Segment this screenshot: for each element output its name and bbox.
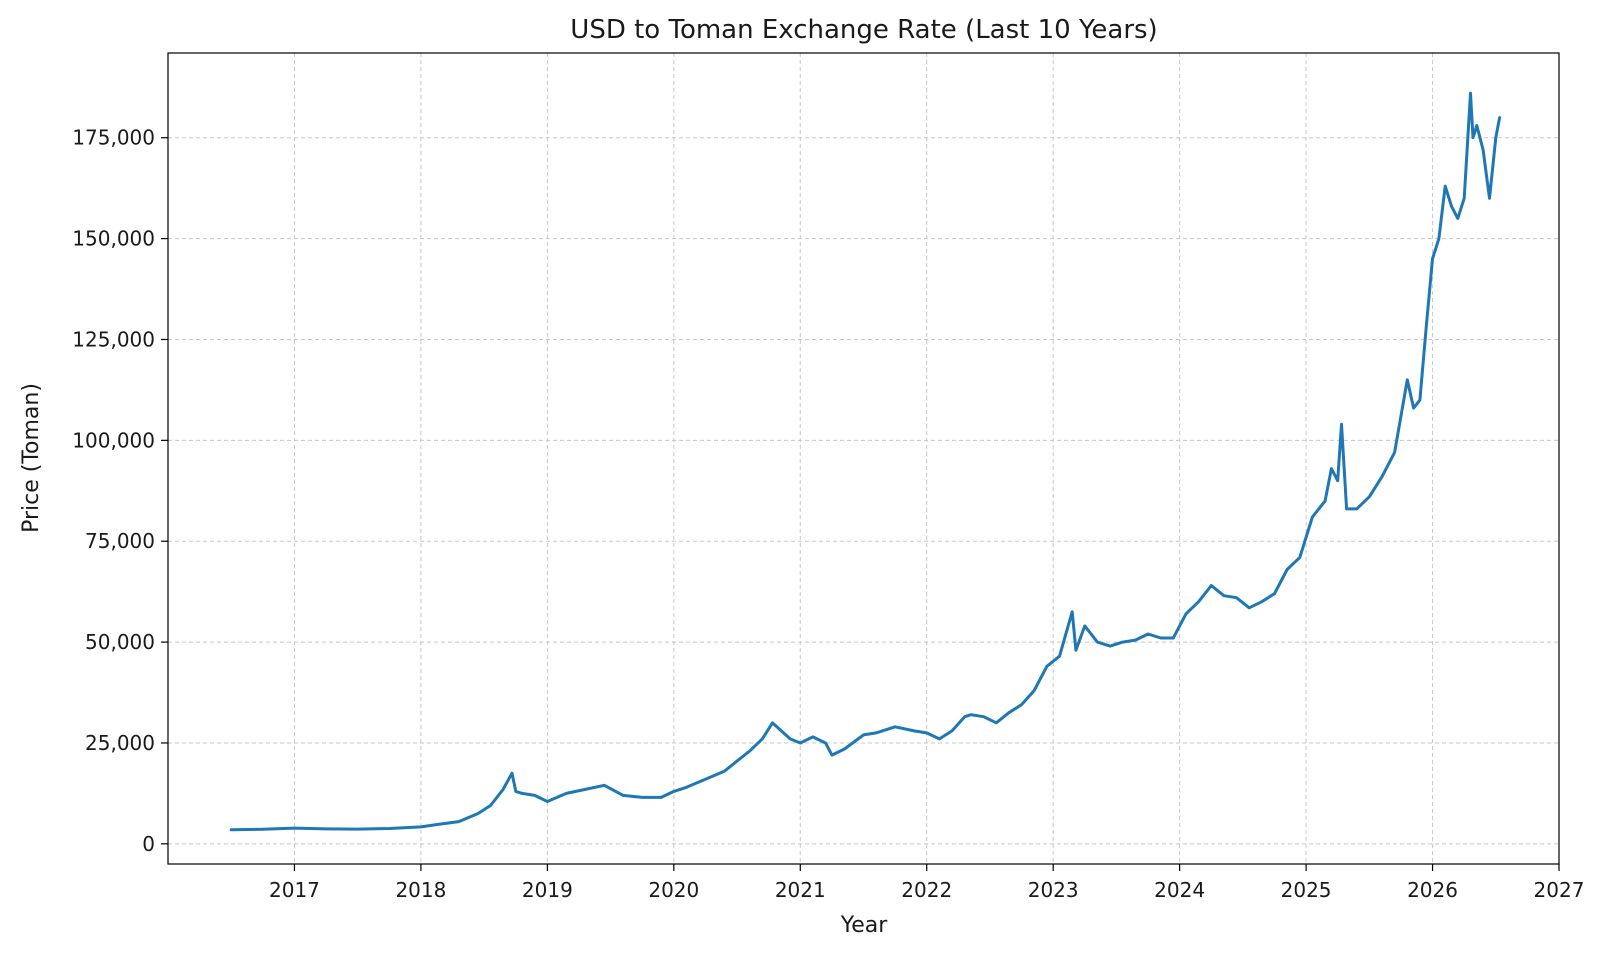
x-tick-label: 2022 — [901, 878, 952, 902]
x-tick-label: 2018 — [395, 878, 446, 902]
y-axis-ticks: 0 25,000 50,000 75,000 100,000 125,000 150,000… — [72, 126, 168, 856]
x-tick-label: 2024 — [1154, 878, 1205, 902]
x-tick-label: 2021 — [775, 878, 826, 902]
x-axis-ticks: 2017 2018 2019 2020 2021 2022 2023 2024 2025 2026… — [269, 864, 1584, 902]
x-axis-label: Year — [840, 913, 889, 938]
grid-layer — [168, 53, 1560, 864]
y-tick-label: 0 — [142, 832, 155, 856]
y-tick-label: 100,000 — [72, 428, 155, 452]
series-layer — [229, 91, 1502, 832]
plot-frame — [167, 52, 1560, 865]
x-tick-label: 2025 — [1281, 878, 1332, 902]
y-tick-label: 150,000 — [72, 227, 155, 251]
y-axis-label: Price (Toman) — [19, 383, 44, 533]
x-tick-label: 2023 — [1028, 878, 1079, 902]
y-tick-label: 25,000 — [85, 731, 155, 755]
x-tick-label: 2020 — [648, 878, 699, 902]
series-line — [229, 91, 1502, 832]
y-tick-label: 75,000 — [85, 529, 155, 553]
y-tick-label: 50,000 — [85, 630, 155, 654]
x-tick-label: 2019 — [522, 878, 573, 902]
chart-title: USD to Toman Exchange Rate (Last 10 Year… — [570, 15, 1157, 45]
x-tick-label: 2017 — [269, 878, 320, 902]
y-tick-label: 125,000 — [72, 327, 155, 351]
x-tick-label: 2027 — [1534, 878, 1585, 902]
y-tick-label: 175,000 — [72, 126, 155, 150]
x-tick-label: 2026 — [1407, 878, 1458, 902]
